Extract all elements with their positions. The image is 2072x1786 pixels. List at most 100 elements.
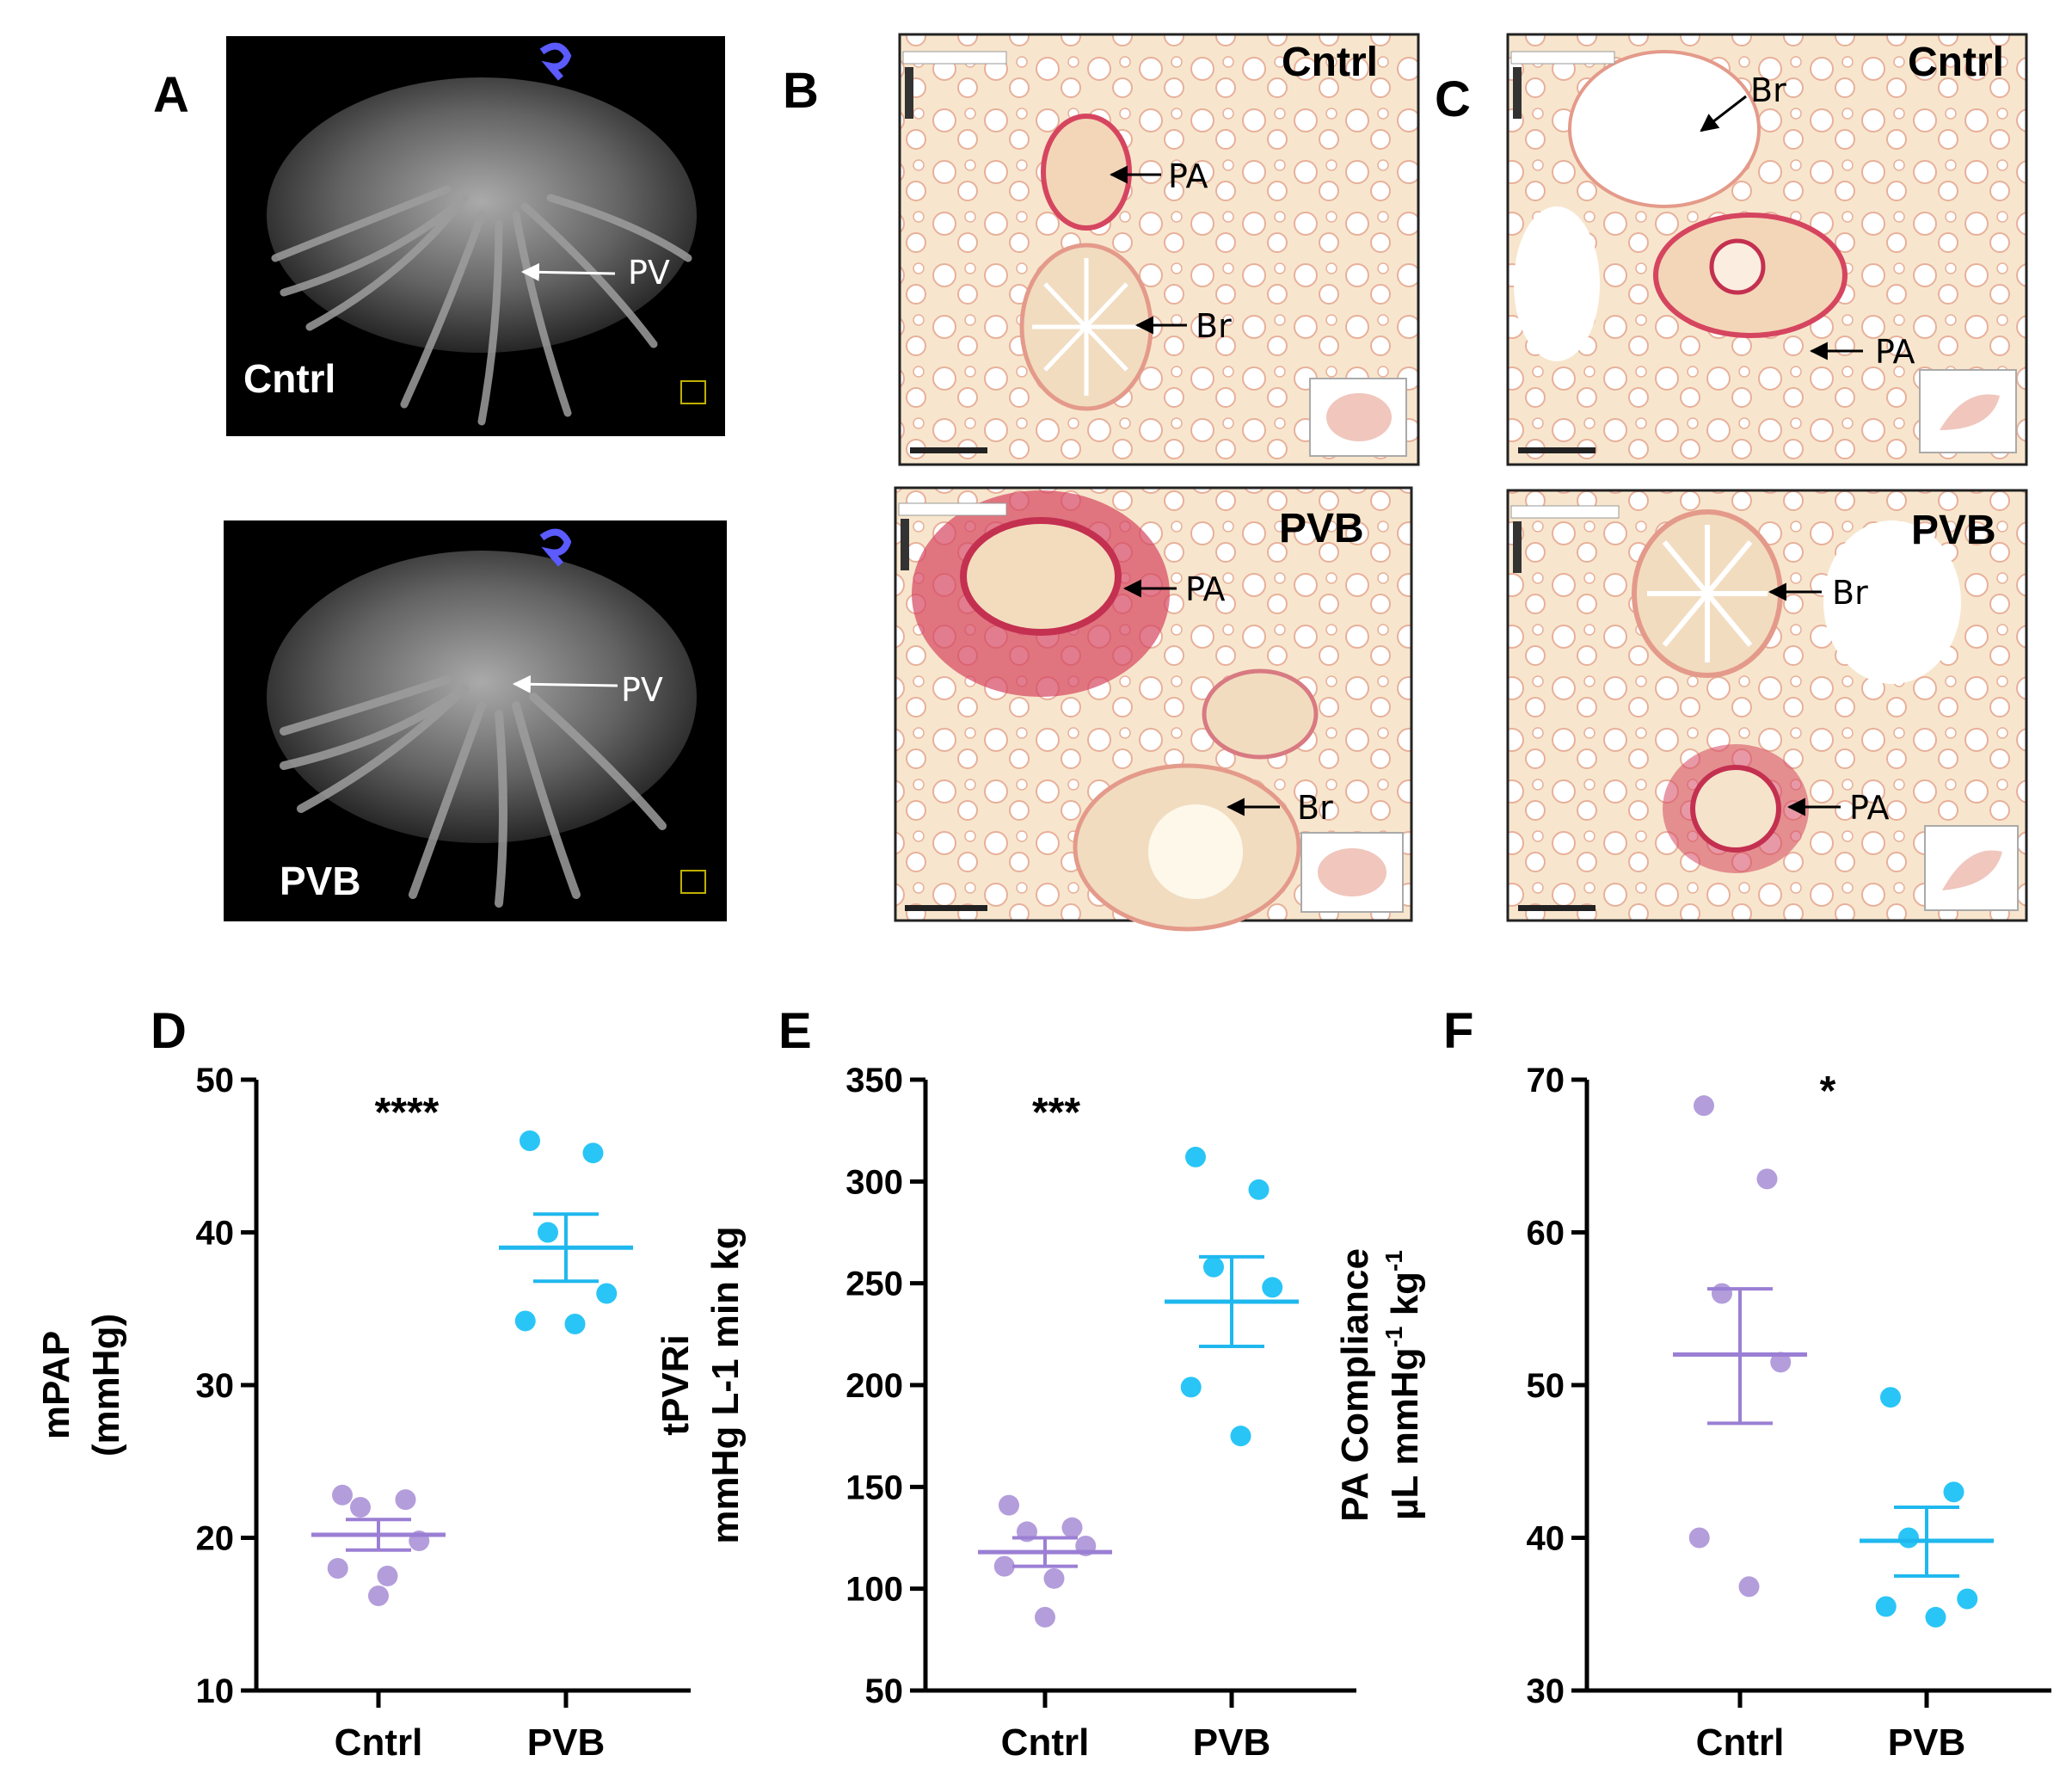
data-point (564, 1314, 586, 1334)
data-point (1262, 1277, 1283, 1298)
pv-label-cntrl: PV (628, 254, 670, 292)
y-tick-label: 20 (196, 1520, 235, 1558)
data-point (1925, 1606, 1946, 1628)
ct-label-cntrl: Cntrl (243, 356, 335, 401)
pv-arrow-pvb (512, 674, 618, 693)
data-point (1712, 1283, 1732, 1304)
data-point (514, 1310, 536, 1332)
significance-marker: **** (375, 1090, 440, 1136)
data-point (999, 1494, 1019, 1516)
chart-e-tpvri: 50 100 150 200 250 300 350 Cntrl PVB tPVRi mmHg L-… (655, 1062, 1356, 1764)
histo-c-title-pvb: PVB (1911, 508, 1996, 553)
ct-label-pvb: PVB (280, 859, 361, 903)
x-category-label: PVB (1888, 1721, 1965, 1764)
data-point (1203, 1256, 1224, 1278)
y-tick-label: 70 (1527, 1062, 1565, 1099)
data-point (350, 1497, 371, 1518)
y-tick-label: 50 (865, 1672, 904, 1710)
histology-c-cntrl (1506, 33, 2028, 466)
data-point (377, 1565, 398, 1586)
orientation-cube-icon (539, 42, 572, 81)
chart-d-mpap: 10 20 30 40 50 Cntrl PVB mPAP (mmHg) **** (35, 1062, 691, 1764)
panel-letter-f: F (1443, 1003, 1473, 1059)
data-point (1248, 1179, 1270, 1200)
orientation-cube-icon (539, 528, 572, 567)
data-point (1035, 1606, 1055, 1628)
ct-image-pvb (224, 520, 727, 921)
y-tick-label: 40 (1527, 1520, 1565, 1558)
data-point (596, 1283, 618, 1304)
significance-marker: * (1820, 1069, 1836, 1114)
histology-c-pvb (1506, 489, 2028, 922)
data-point (368, 1585, 389, 1606)
br-label-b-cntrl: Br (1196, 307, 1232, 345)
data-point (1694, 1095, 1714, 1117)
y-tick-label: 200 (845, 1367, 903, 1405)
pv-arrow-cntrl (520, 262, 616, 281)
data-point (1180, 1376, 1202, 1398)
data-point (582, 1142, 604, 1164)
x-category-label: Cntrl (1001, 1721, 1090, 1764)
data-point (1738, 1576, 1760, 1598)
x-category-label: Cntrl (335, 1721, 423, 1764)
data-point (1898, 1527, 1919, 1549)
br-label-c-pvb: Br (1832, 574, 1868, 612)
y-tick-label: 250 (845, 1266, 903, 1303)
x-category-label: PVB (1193, 1721, 1270, 1764)
data-point (1957, 1588, 1978, 1610)
data-point (327, 1558, 348, 1579)
br-label-b-pvb: Br (1297, 789, 1333, 827)
y-tick-label: 60 (1527, 1215, 1565, 1253)
data-point (520, 1130, 540, 1151)
y-axis-title: mPAP (mmHg) (35, 1314, 127, 1457)
pa-label-c-cntrl: PA (1875, 333, 1915, 371)
x-category-label: PVB (527, 1721, 605, 1764)
br-arrow-c-cntrl (1700, 95, 1747, 132)
pa-label-b-pvb: PA (1185, 570, 1225, 608)
histology-b-cntrl (898, 33, 1420, 466)
pa-label-b-cntrl: PA (1168, 157, 1208, 195)
histo-c-title-cntrl: Cntrl (1908, 40, 2004, 85)
data-point (993, 1555, 1015, 1577)
y-tick-label: 50 (1527, 1367, 1565, 1405)
y-axis-title: PA Compliance µL mmHg-1 kg-1 (1334, 1248, 1426, 1522)
y-axis-title: tPVRi mmHg L-1 min kg (655, 1226, 747, 1543)
y-tick-label: 350 (845, 1062, 903, 1099)
data-point (538, 1222, 558, 1243)
data-point (1770, 1352, 1792, 1373)
pv-label-pvb: PV (621, 671, 663, 709)
y-tick-label: 100 (845, 1571, 903, 1609)
significance-marker: *** (1032, 1090, 1080, 1136)
data-point (1061, 1517, 1083, 1538)
br-label-c-cntrl: Br (1750, 71, 1786, 109)
data-point (1875, 1596, 1897, 1617)
data-point (332, 1484, 353, 1506)
y-tick-label: 40 (196, 1215, 235, 1253)
x-category-label: Cntrl (1696, 1721, 1785, 1764)
y-tick-label: 300 (845, 1163, 903, 1201)
panel-letter-e: E (778, 1003, 812, 1059)
panel-letter-a: A (153, 67, 189, 123)
data-point (1943, 1481, 1964, 1503)
y-tick-label: 150 (845, 1469, 903, 1506)
data-point (1185, 1146, 1206, 1167)
panel-letter-d: D (151, 1003, 187, 1059)
pa-label-c-pvb: PA (1849, 789, 1889, 827)
ct-image-cntrl (226, 36, 725, 436)
data-point (1230, 1426, 1251, 1447)
histology-b-pvb (894, 486, 1413, 932)
panel-letter-b: B (783, 63, 819, 119)
y-tick-label: 10 (196, 1672, 235, 1710)
data-point (1688, 1527, 1710, 1549)
panel-letter-c: C (1435, 71, 1471, 127)
data-point (395, 1489, 416, 1511)
histo-b-title-cntrl: Cntrl (1282, 40, 1378, 85)
data-point (1880, 1387, 1901, 1408)
histo-b-title-pvb: PVB (1279, 506, 1364, 551)
y-tick-label: 30 (1527, 1672, 1565, 1710)
y-tick-label: 30 (196, 1367, 235, 1405)
data-point (1756, 1168, 1778, 1190)
chart-f-pa-compliance: 30 40 50 60 70 Cntrl PVB PA Compliance µL mmHg-1… (1334, 1062, 2051, 1764)
y-tick-label: 50 (196, 1062, 235, 1099)
